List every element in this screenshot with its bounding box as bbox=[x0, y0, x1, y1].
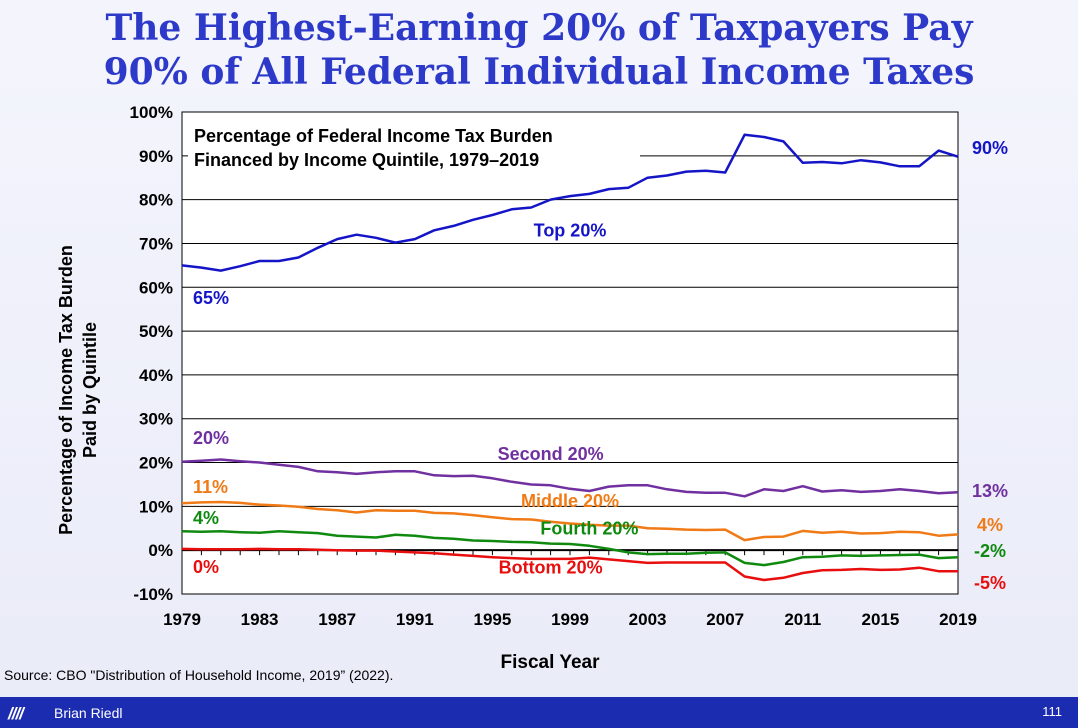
slide-title: The Highest-Earning 20% of Taxpayers Pay… bbox=[0, 6, 1078, 94]
plot-area bbox=[182, 112, 958, 594]
series-line-middle-20 bbox=[181, 500, 959, 542]
x-tick-label: 2011 bbox=[784, 610, 821, 629]
y-tick-label: 40% bbox=[139, 366, 173, 385]
end-value-label-fourth-20: -2% bbox=[974, 541, 1006, 561]
x-tick-label: 1995 bbox=[473, 610, 511, 629]
y-tick-label: 50% bbox=[139, 322, 173, 341]
series-line-fourth-20 bbox=[181, 530, 959, 567]
y-tick-label: 100% bbox=[130, 103, 173, 122]
series-label-fourth-20: Fourth 20% bbox=[540, 518, 638, 538]
y-axis-title-line-1: Percentage of Income Tax Burden bbox=[56, 245, 76, 535]
x-tick-label: 1983 bbox=[241, 610, 279, 629]
x-tick-label: 1979 bbox=[163, 610, 201, 629]
y-tick-label: 80% bbox=[139, 191, 173, 210]
end-value-label-middle-20: 4% bbox=[977, 515, 1003, 535]
start-value-label-top-20: 65% bbox=[193, 288, 229, 308]
start-value-label-fourth-20: 4% bbox=[193, 508, 219, 528]
series-line-second-20 bbox=[181, 458, 959, 498]
source-note: Source: CBO "Distribution of Household I… bbox=[4, 667, 394, 683]
x-tick-label: 2007 bbox=[706, 610, 744, 629]
y-axis-title-line-2: Paid by Quintile bbox=[80, 322, 100, 458]
series-label-middle-20: Middle 20% bbox=[521, 491, 619, 511]
x-tick-label: 2015 bbox=[861, 610, 899, 629]
y-tick-label: 30% bbox=[139, 410, 173, 429]
end-value-label-second-20: 13% bbox=[972, 481, 1008, 501]
x-tick-label: 2003 bbox=[629, 610, 667, 629]
plot-border bbox=[181, 111, 959, 595]
end-value-label-bottom-20: -5% bbox=[974, 573, 1006, 593]
start-value-label-middle-20: 11% bbox=[193, 477, 228, 497]
slide-title-line-1: The Highest-Earning 20% of Taxpayers Pay bbox=[105, 7, 973, 49]
start-value-label-second-20: 20% bbox=[193, 428, 229, 448]
author-name: Brian Riedl bbox=[54, 705, 123, 721]
y-tick-label: -10% bbox=[133, 585, 173, 604]
series-line-bottom-20 bbox=[181, 547, 958, 582]
y-tick-label: 0% bbox=[148, 541, 173, 560]
y-tick-label: 70% bbox=[139, 234, 173, 253]
income-tax-burden-chart: 100% 90% 80% 70% 60% 50% 40% 30% 20% 10% 0% -10% 197… bbox=[56, 103, 1008, 673]
series-label-second-20: Second 20% bbox=[498, 444, 604, 464]
chart-title-box bbox=[188, 120, 640, 178]
x-axis-title: Fiscal Year bbox=[501, 652, 601, 673]
logo-icon: //// bbox=[8, 704, 24, 723]
x-tick-label: 1987 bbox=[318, 610, 356, 629]
x-tick-label: 2019 bbox=[939, 610, 977, 629]
page-number: 111 bbox=[1042, 704, 1062, 719]
x-tick-label: 1999 bbox=[551, 610, 589, 629]
y-tick-label: 10% bbox=[139, 497, 173, 516]
y-tick-label: 90% bbox=[139, 147, 173, 166]
y-tick-label: 60% bbox=[139, 278, 173, 297]
x-tick-label: 1991 bbox=[396, 610, 434, 629]
y-axis-title: Percentage of Income Tax Burden Paid by Q… bbox=[56, 245, 100, 535]
chart-title-line-1: Percentage of Federal Income Tax Burden bbox=[194, 126, 553, 146]
end-value-label-top-20: 90% bbox=[972, 138, 1008, 158]
series-label-top-20: Top 20% bbox=[534, 220, 607, 240]
footer-bar: //// Brian Riedl 111 bbox=[0, 697, 1078, 728]
slide-title-line-2: 90% of All Federal Individual Income Tax… bbox=[103, 51, 975, 93]
series-label-bottom-20: Bottom 20% bbox=[499, 558, 603, 578]
series-line-top-20 bbox=[181, 133, 959, 272]
chart-title-line-2: Financed by Income Quintile, 1979–2019 bbox=[194, 150, 539, 170]
start-value-label-bottom-20: 0% bbox=[193, 557, 219, 577]
y-tick-label: 20% bbox=[139, 454, 173, 473]
